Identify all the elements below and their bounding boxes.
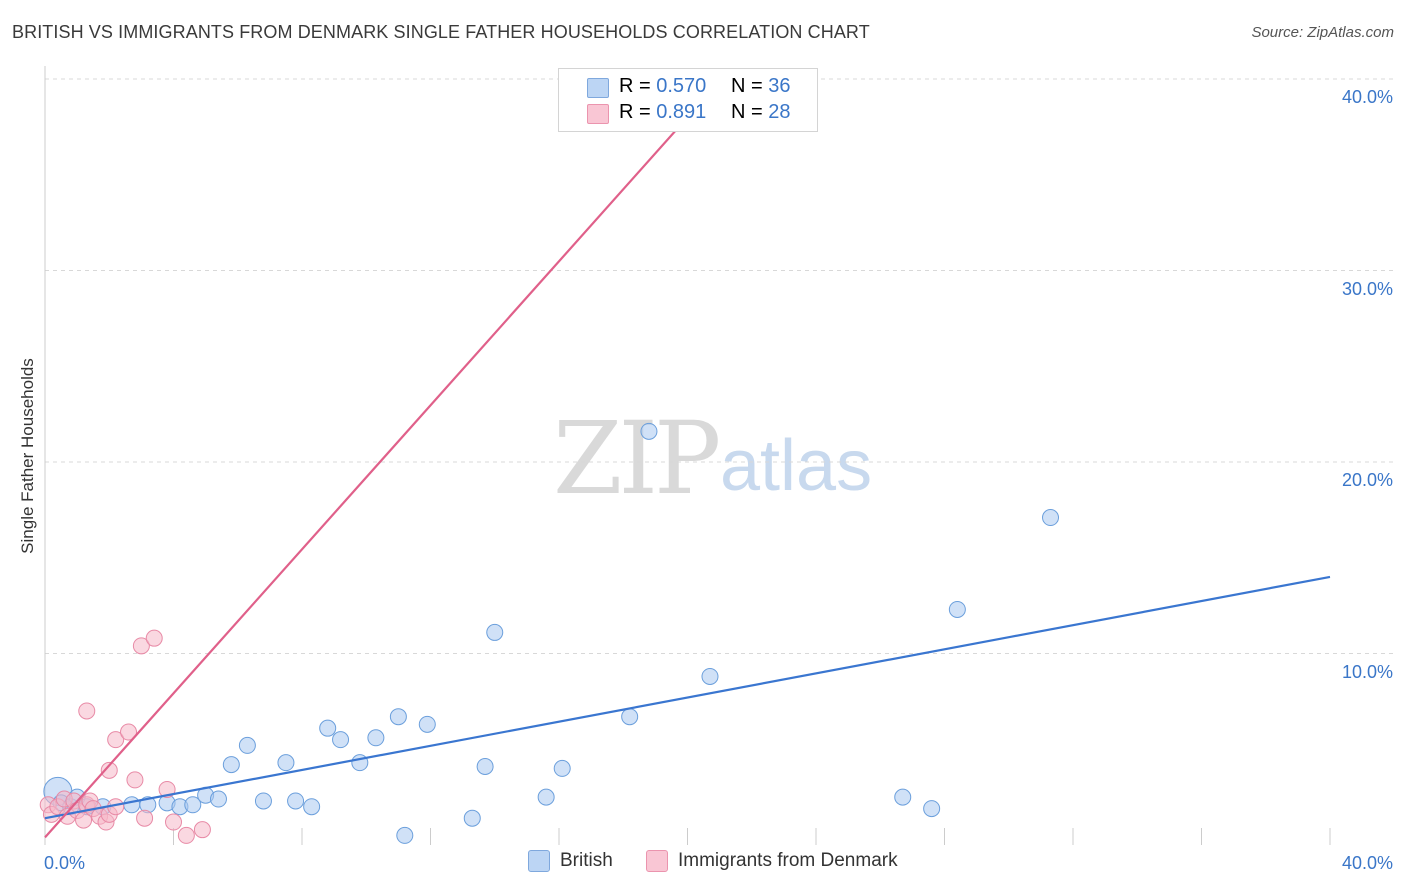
point-denmark <box>165 813 182 831</box>
point-british <box>123 796 141 814</box>
point-british <box>277 754 295 772</box>
legend-n-value-denmark: 28 <box>768 101 791 123</box>
point-british <box>640 422 658 440</box>
legend-swatch-british-bottom <box>528 850 550 872</box>
trend-line-british <box>44 575 1331 820</box>
point-denmark <box>126 771 144 789</box>
point-british <box>254 792 272 810</box>
chart-title: BRITISH VS IMMIGRANTS FROM DENMARK SINGL… <box>12 22 870 42</box>
point-british <box>184 796 202 814</box>
point-denmark <box>132 637 150 655</box>
point-denmark <box>177 826 195 844</box>
legend-n-value-british: 36 <box>768 75 791 97</box>
point-british <box>367 729 385 747</box>
point-denmark <box>193 821 211 839</box>
y-tick-label: 20.0% <box>1341 470 1393 490</box>
legend-swatch-british <box>587 78 609 98</box>
point-denmark <box>78 702 96 720</box>
point-british <box>486 623 504 641</box>
legend-r-label-british: R = <box>619 75 651 97</box>
legend-item-british[interactable]: British <box>528 850 613 872</box>
y-tick-label: 40.0% <box>1341 87 1393 107</box>
source-label: Source: ZipAtlas.com <box>1251 24 1394 41</box>
point-british <box>418 715 436 733</box>
point-british <box>621 708 639 726</box>
y-tick-label: 30.0% <box>1341 278 1393 299</box>
watermark-zip: ZIP <box>553 400 721 517</box>
point-british <box>222 756 240 774</box>
legend-r-label-denmark: R = <box>619 101 651 123</box>
point-british <box>463 809 481 827</box>
trend-line-denmark <box>44 116 689 839</box>
legend-label-denmark: Immigrants from Denmark <box>678 850 898 871</box>
legend-r-value-denmark: 0.891 <box>656 101 707 123</box>
point-denmark <box>136 809 154 827</box>
x-tick-label-max: 40.0% <box>1341 853 1393 873</box>
legend-n-label-british: N = <box>731 75 763 97</box>
point-denmark <box>145 629 163 647</box>
point-british <box>332 731 350 749</box>
legend-swatch-denmark <box>587 104 609 124</box>
legend-item-denmark[interactable]: Immigrants from Denmark <box>646 850 898 872</box>
legend-n-label-denmark: N = <box>731 101 763 123</box>
watermark-atlas: atlas <box>720 426 873 506</box>
x-tick-label-min: 0.0% <box>44 853 86 873</box>
point-denmark <box>120 723 138 741</box>
point-british <box>894 788 912 806</box>
point-british <box>537 788 555 806</box>
legend-label-british: British <box>560 850 613 871</box>
point-british <box>1042 509 1060 527</box>
y-axis-label: Single Father Households <box>18 358 37 554</box>
legend-r-value-british: 0.570 <box>656 75 707 97</box>
point-british <box>209 790 227 808</box>
point-british <box>948 600 966 618</box>
point-british <box>476 757 494 775</box>
point-british <box>396 826 414 844</box>
point-british <box>303 798 321 816</box>
stats-legend: R = 0.570 N = 36 R = 0.891 N = 28 <box>558 68 818 132</box>
point-british <box>319 719 337 737</box>
legend-swatch-denmark-bottom <box>646 850 668 872</box>
point-british <box>923 800 941 818</box>
point-british <box>389 708 407 726</box>
point-british <box>553 759 571 777</box>
point-british <box>701 667 719 685</box>
point-denmark <box>100 761 118 779</box>
point-british <box>287 792 305 810</box>
point-british <box>238 736 256 754</box>
y-tick-label: 10.0% <box>1341 661 1393 682</box>
point-denmark <box>107 731 125 749</box>
